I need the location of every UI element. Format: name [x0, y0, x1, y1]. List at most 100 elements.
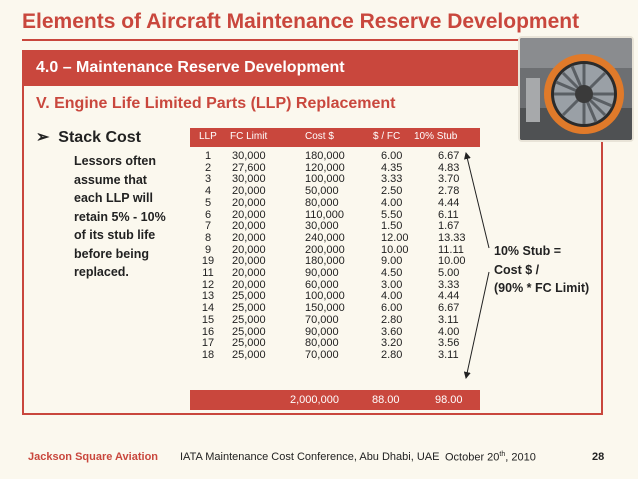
table-cell: 2.80 [381, 313, 403, 326]
table-cell: 7 [204, 220, 212, 233]
arrow-to-bottom [463, 271, 490, 379]
arrow-bullet-icon: ➢ [36, 129, 50, 146]
table-cell: 150,000 [305, 302, 345, 315]
formula-line: Cost $ / [494, 262, 540, 277]
table-cell: 27,600 [232, 161, 266, 174]
table-cell: 13 [201, 290, 215, 303]
note-line: Lessors often [74, 154, 156, 168]
date-sup: th [499, 451, 506, 458]
table-cell: 19 [201, 255, 215, 268]
formula-line: 10% Stub = [494, 244, 562, 258]
table-cell: 6.00 [381, 150, 403, 162]
table-cell: 3.11 [438, 348, 459, 361]
table-cell: 25,000 [232, 313, 266, 326]
table-totals: 2,000,000 88.00 98.00 [190, 390, 480, 410]
table-cell: 6.67 [438, 150, 460, 162]
table-cell: 14 [201, 302, 215, 315]
table-cell: 20,000 [232, 255, 266, 268]
table-cell: 90,000 [305, 325, 339, 338]
table-cell: 4.00 [381, 290, 403, 303]
table-cell: 2.50 [381, 185, 403, 198]
table-cell: 5 [204, 196, 212, 209]
table-cell: 90,000 [305, 267, 339, 280]
date-suffix: , 2010 [505, 451, 536, 464]
table-cell: 3 [204, 173, 212, 186]
table-cell: 1.50 [381, 220, 403, 233]
table-cell: 2.78 [438, 185, 460, 198]
total-cost: 2,000,000 [290, 394, 339, 406]
column-stub: 6.67 4.83 3.70 2.78 4.44 6.11 1.67 13.33 11.11 10… [438, 150, 466, 362]
table-cell: 3.60 [381, 325, 403, 338]
bullet-stack-cost: ➢ Stack Cost [36, 127, 141, 147]
table-cell: 4.83 [438, 161, 460, 174]
table-cell: 80,000 [305, 196, 339, 209]
table-cell: 1.67 [438, 220, 460, 233]
header-per-fc: $ / FC [373, 131, 401, 142]
table-cell: 15 [201, 313, 215, 326]
table-cell: 3.20 [381, 337, 403, 350]
header-fc-limit: FC Limit [230, 131, 268, 142]
table-cell: 10.00 [381, 243, 409, 256]
note-line: of its stub life [74, 228, 156, 242]
table-cell: 25,000 [232, 302, 266, 315]
table-cell: 180,000 [305, 255, 345, 268]
table-cell: 3.00 [381, 278, 403, 291]
bullet-label: Stack Cost [58, 129, 141, 146]
total-stub: 98.00 [435, 394, 463, 406]
table-cell: 20,000 [232, 196, 266, 209]
table-cell: 100,000 [305, 290, 345, 303]
header-stub: 10% Stub [414, 131, 458, 142]
formula-line: (90% * FC Limit) [494, 281, 590, 295]
table-cell: 100,000 [305, 173, 345, 186]
column-llp: 1 2 3 4 5 6 7 8 9 19 11 12 13 14 15 16 17 18 [195, 150, 221, 362]
table-cell: 25,000 [232, 348, 266, 361]
table-cell: 3.11 [438, 313, 459, 326]
table-cell: 11 [202, 267, 214, 280]
table-cell: 110,000 [305, 208, 344, 221]
table-cell: 11.11 [438, 243, 464, 256]
table-cell: 30,000 [305, 220, 339, 233]
table-cell: 30,000 [232, 150, 266, 162]
table-cell: 2.80 [381, 348, 403, 361]
table-cell: 16 [201, 325, 215, 338]
footer-conference: IATA Maintenance Cost Conference, Abu Dh… [180, 451, 440, 463]
table-cell: 12 [201, 278, 215, 291]
table-cell: 20,000 [232, 220, 266, 233]
table-cell: 20,000 [232, 208, 266, 221]
table-cell: 4.50 [381, 267, 403, 280]
note-line: retain 5% - 10% [74, 209, 166, 224]
table-cell: 3.70 [438, 173, 460, 186]
arrow-to-top [464, 152, 490, 249]
table-cell: 3.33 [381, 173, 403, 186]
note-line: replaced. [74, 265, 129, 279]
table-cell: 60,000 [305, 278, 339, 291]
table-cell: 80,000 [305, 337, 339, 350]
table-cell: 180,000 [305, 150, 345, 162]
footer-date: October 20th, 2010 [445, 451, 536, 464]
table-cell: 17 [201, 337, 215, 350]
date-prefix: October 20 [445, 451, 500, 464]
table-cell: 20,000 [232, 185, 266, 198]
header-cost: Cost $ [305, 131, 334, 142]
table-cell: 4.35 [381, 161, 403, 174]
table-cell: 5.50 [381, 208, 403, 221]
table-cell: 70,000 [305, 313, 339, 326]
page-number: 28 [592, 451, 605, 463]
table-cell: 25,000 [232, 290, 266, 303]
table-cell: 13.33 [438, 231, 466, 244]
table-cell: 25,000 [232, 337, 266, 350]
table-cell: 240,000 [305, 231, 345, 244]
table-cell: 6.11 [438, 208, 459, 221]
lessor-note: Lessors often assume that each LLP will … [74, 152, 184, 282]
table-cell: 10.00 [438, 255, 466, 268]
table-cell: 120,000 [305, 161, 345, 174]
total-per-fc: 88.00 [372, 394, 400, 406]
stub-formula: 10% Stub = Cost $ / (90% * FC Limit) [494, 242, 589, 298]
section-banner: 4.0 – Maintenance Reserve Development [24, 52, 524, 86]
table-cell: 1 [204, 150, 212, 162]
table-cell: 25,000 [232, 325, 266, 338]
table-header: LLP FC Limit Cost $ $ / FC 10% Stub [190, 128, 480, 147]
note-line: before being [74, 246, 150, 261]
table-cell: 20,000 [232, 231, 266, 244]
